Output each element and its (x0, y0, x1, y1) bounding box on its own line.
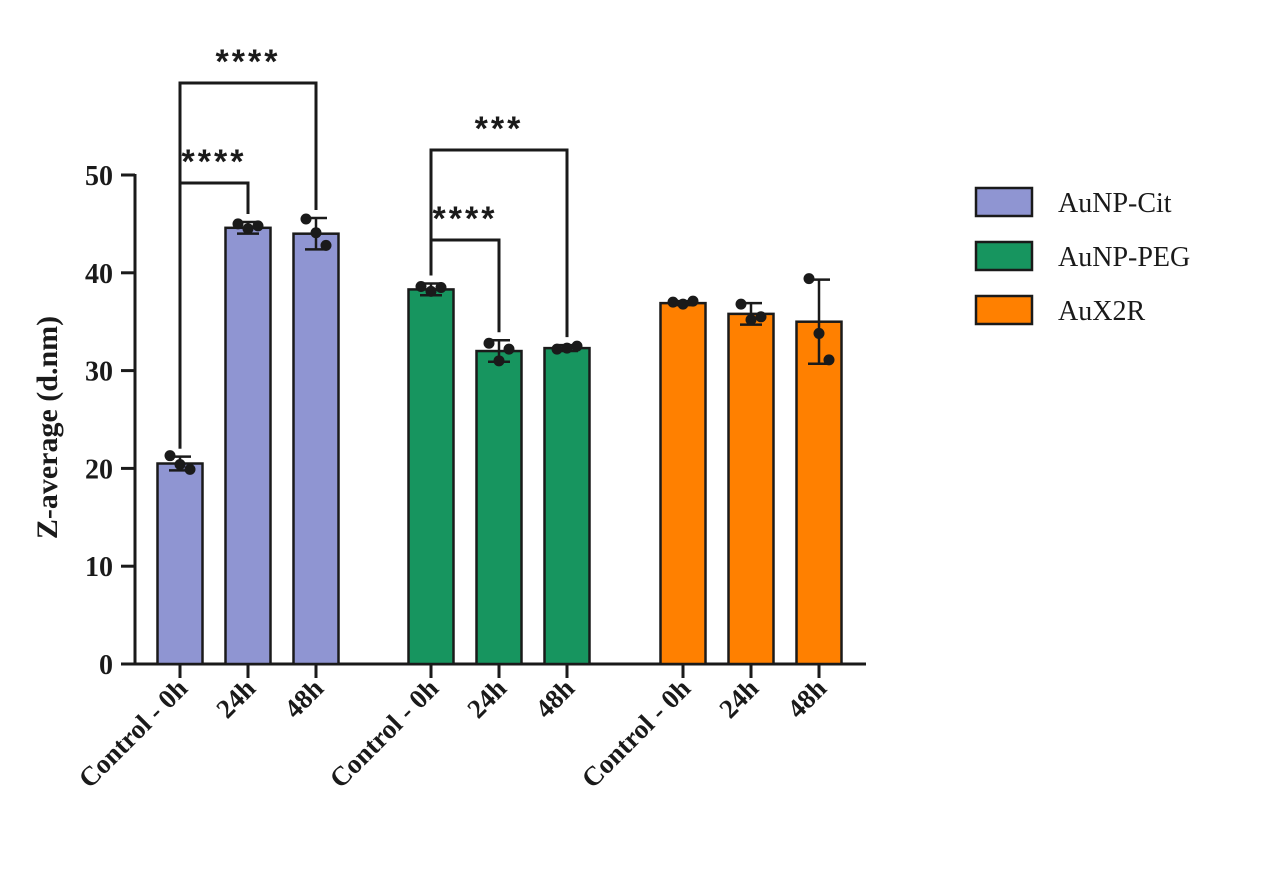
data-point (823, 354, 835, 366)
x-tick-label: 48h (781, 673, 832, 724)
significance-annotations: *************** (178, 43, 569, 449)
data-point (164, 450, 176, 462)
data-point (493, 355, 505, 367)
data-point (415, 280, 427, 292)
x-tick-label: Control - 0h (324, 673, 445, 794)
bar-2-1 (727, 312, 775, 666)
data-point (252, 220, 264, 232)
data-point (232, 218, 244, 230)
significance-bracket (429, 148, 569, 338)
data-points (164, 213, 835, 475)
data-point (435, 281, 447, 293)
x-tick-label: 24h (713, 673, 764, 724)
data-point (735, 298, 747, 310)
significance-label: **** (433, 200, 498, 238)
data-point (745, 314, 757, 326)
data-point (184, 463, 196, 475)
significance-bracket (429, 238, 501, 333)
legend-label-0: AuNP-Cit (1058, 188, 1172, 219)
x-tick-label: Control - 0h (73, 673, 194, 794)
y-tick-label: 30 (85, 357, 113, 388)
significance-label: *** (475, 110, 524, 148)
legend-label-2: AuX2R (1058, 296, 1145, 327)
bar-0-0 (156, 462, 204, 666)
legend-label-1: AuNP-PEG (1058, 242, 1190, 273)
data-point (755, 311, 767, 323)
data-point (667, 296, 679, 308)
x-tick-label: 48h (278, 673, 329, 724)
bar-0-2 (292, 232, 340, 666)
significance-bracket (178, 181, 250, 449)
data-point (503, 343, 515, 355)
y-tick-label: 50 (85, 161, 113, 192)
data-point (425, 285, 437, 297)
legend: AuNP-Cit AuNP-PEG AuX2R (974, 186, 1190, 327)
data-point (551, 343, 563, 355)
data-point (174, 458, 186, 470)
data-point (677, 298, 689, 310)
data-point (571, 340, 583, 352)
data-point (561, 342, 573, 354)
x-tick-label: 24h (461, 673, 512, 724)
y-tick-label: 10 (85, 552, 113, 583)
x-tick-label: 48h (529, 673, 580, 724)
y-tick-label: 40 (85, 259, 113, 290)
bars (156, 226, 843, 666)
x-tick-label: Control - 0h (576, 673, 697, 794)
data-point (803, 273, 815, 285)
legend-swatch-2 (974, 294, 1034, 326)
significance-label: **** (182, 143, 247, 181)
data-point (813, 327, 825, 339)
bar-1-1 (475, 349, 523, 666)
data-point (687, 295, 699, 307)
data-point (310, 227, 322, 239)
legend-swatch-1 (974, 240, 1034, 272)
bar-2-2 (795, 320, 843, 666)
data-point (320, 239, 332, 251)
y-tick-label: 20 (85, 454, 113, 485)
data-point (242, 223, 254, 235)
bar-1-2 (543, 346, 591, 666)
bar-0-1 (224, 226, 272, 666)
data-point (300, 213, 312, 225)
bar-2-0 (659, 301, 707, 666)
y-axis-title: Z-average (d.nm) (31, 316, 64, 539)
significance-label: **** (216, 43, 281, 81)
bar-1-0 (407, 288, 455, 666)
data-point (483, 337, 495, 349)
legend-swatch-0 (974, 186, 1034, 218)
y-tick-label: 0 (99, 650, 113, 681)
x-tick-label: 24h (210, 673, 261, 724)
